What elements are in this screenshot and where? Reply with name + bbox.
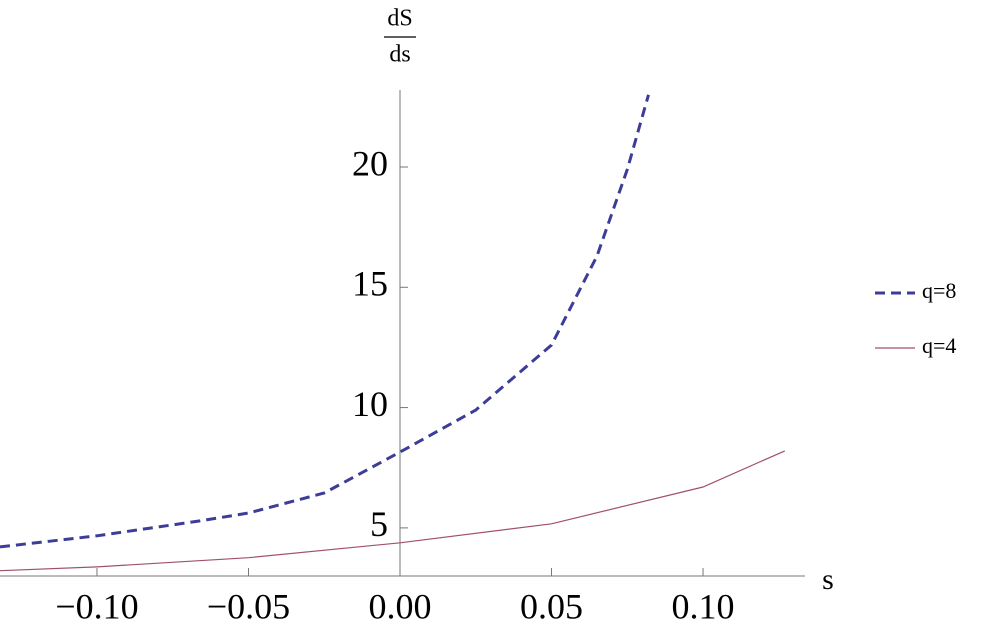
x-tick-label: 0.10: [672, 586, 735, 626]
y-tick-label: 20: [352, 143, 388, 183]
x-tick-label: 0.00: [369, 586, 432, 626]
x-tick-label: −0.10: [55, 586, 138, 626]
x-tick-label: 0.05: [520, 586, 583, 626]
series-line: [0, 450, 786, 572]
legend-label: q=8: [922, 278, 956, 303]
series-line: [0, 94, 650, 549]
y-label-numerator: dS: [387, 6, 412, 32]
y-tick-label: 10: [352, 384, 388, 424]
y-tick-label: 5: [370, 504, 388, 544]
x-label: s: [822, 563, 834, 596]
y-label-denominator: ds: [389, 42, 410, 68]
y-tick-label: 15: [352, 264, 388, 304]
x-tick-label: −0.05: [207, 586, 290, 626]
legend-label: q=4: [922, 333, 956, 358]
